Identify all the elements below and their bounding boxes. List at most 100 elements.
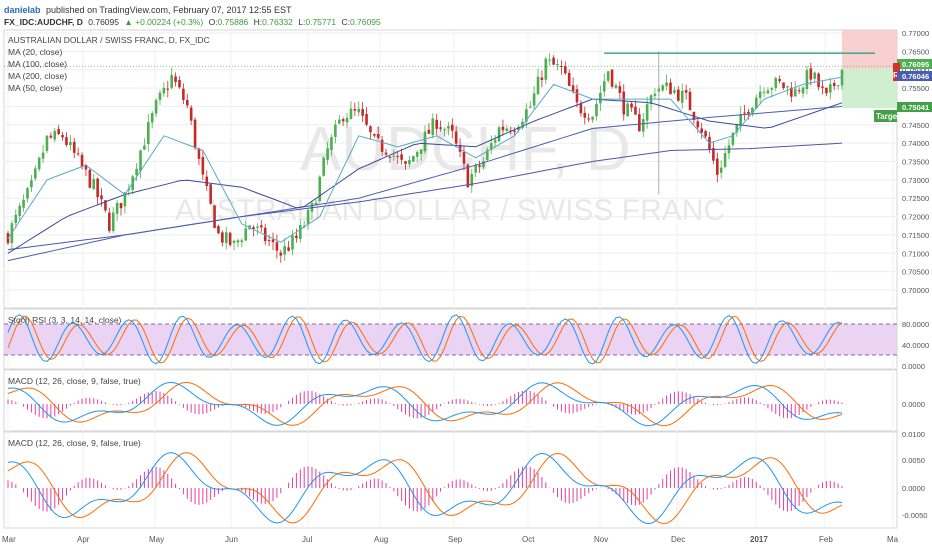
- candle-body: [400, 154, 403, 160]
- candle-body: [595, 103, 598, 117]
- stoch-tick-40: 40.0000: [902, 341, 929, 350]
- candle-body: [88, 169, 92, 188]
- candle-body: [283, 246, 287, 255]
- candle-body: [298, 225, 302, 240]
- candle-body: [287, 247, 290, 251]
- stoch-tick-0: 0.0000: [902, 362, 925, 371]
- main-legend: AUSTRALIAN DOLLAR / SWISS FRANC, D, FX_I…: [8, 35, 210, 93]
- x-tick-label: Mar: [2, 535, 16, 544]
- candle-body: [606, 71, 610, 81]
- legend-ma100[interactable]: MA (100, close): [8, 59, 67, 69]
- candle-body: [836, 85, 840, 87]
- stoch-k-line: [7, 314, 843, 365]
- stoch-label[interactable]: Stoch RSI (3, 3, 14, 14, close): [8, 315, 122, 325]
- candle-body: [556, 63, 559, 65]
- macd1-label[interactable]: MACD (12, 26, close, 9, false, true): [8, 376, 141, 386]
- candle-body: [236, 240, 240, 243]
- candle-body: [256, 226, 259, 228]
- levels: [4, 52, 897, 67]
- candle-body: [489, 143, 493, 150]
- candle-body: [661, 85, 665, 91]
- candle-body: [302, 225, 306, 227]
- candle-body: [614, 85, 618, 88]
- candle-body: [813, 72, 817, 79]
- macd2-tick-neg0050: -0.0050: [902, 511, 927, 520]
- price-badge-2: 0.76046: [902, 72, 929, 81]
- candle-body: [470, 173, 474, 187]
- candle-body: [404, 161, 407, 164]
- candle-body: [197, 148, 201, 159]
- candle-body: [365, 113, 368, 125]
- candle-body: [115, 202, 119, 214]
- candle-body: [330, 137, 333, 151]
- candle-body: [369, 126, 372, 133]
- candle-body: [334, 124, 337, 137]
- candle-body: [801, 87, 805, 94]
- candle-body: [72, 141, 76, 153]
- candle-body: [201, 157, 205, 175]
- candle-body: [493, 139, 497, 143]
- candle-body: [357, 108, 361, 113]
- candle-body: [37, 157, 41, 170]
- x-tick-label: Feb: [819, 535, 833, 544]
- x-tick-label: Dec: [671, 535, 685, 544]
- candle-body: [158, 92, 162, 100]
- x-tick-label: Aug: [374, 535, 388, 544]
- candle-body: [669, 82, 672, 95]
- candle-body: [306, 209, 310, 225]
- macd2-label[interactable]: MACD (12, 26, close, 9, false, true): [8, 438, 141, 448]
- candle-body: [762, 91, 766, 93]
- candle-body: [770, 88, 774, 90]
- candle-body: [688, 91, 692, 111]
- y-tick-label: 0.71500: [902, 231, 929, 240]
- candle-body: [170, 74, 173, 88]
- candle-body: [412, 156, 415, 162]
- target-label: Targe: [876, 112, 898, 121]
- legend-ma200[interactable]: MA (200, close): [8, 71, 67, 81]
- candle-body: [774, 78, 778, 88]
- candle-body: [349, 108, 353, 120]
- candle-body: [271, 239, 275, 243]
- candle-body: [104, 200, 107, 211]
- ma100-line: [7, 105, 843, 262]
- watermark-symbol: AUDCHF, D: [300, 115, 631, 184]
- candle-body: [684, 90, 688, 93]
- candle-body: [388, 156, 392, 158]
- close-value: 0.76095: [350, 17, 381, 27]
- stoch-tick-80: 80.0000: [902, 320, 929, 329]
- candle-body: [322, 157, 325, 176]
- author: danielab: [4, 5, 41, 15]
- legend-ma50[interactable]: MA (50, close): [8, 83, 62, 93]
- candle-body: [825, 87, 828, 94]
- candle-body: [326, 148, 329, 160]
- candle-body: [817, 73, 820, 88]
- price-badges: 0.76095 R 0.76046 0.75041 Targe: [874, 59, 932, 122]
- published-text: published on TradingView.com, February 0…: [46, 5, 292, 15]
- y-tick-label: 0.73000: [902, 176, 929, 185]
- candle-body: [560, 66, 563, 68]
- candle-body: [244, 228, 248, 241]
- candle-body: [361, 109, 364, 116]
- legend-ma20[interactable]: MA (20, close): [8, 47, 62, 57]
- candle-body: [217, 226, 220, 234]
- candle-body: [751, 107, 754, 115]
- candle-body: [139, 150, 142, 171]
- watermark: AUDCHF, D AUSTRALIAN DOLLAR / SWISS FRAN…: [175, 115, 725, 227]
- candle-body: [260, 225, 263, 228]
- pane-title: AUSTRALIAN DOLLAR / SWISS FRANC, D, FX_I…: [8, 35, 210, 45]
- candle-body: [108, 212, 111, 231]
- candle-body: [552, 57, 555, 65]
- y-tick-label: 0.76000: [902, 66, 929, 75]
- candle-body: [419, 149, 423, 154]
- candle-body: [809, 68, 813, 80]
- candle-body: [548, 59, 552, 61]
- candle-body: [435, 119, 438, 129]
- main-pane[interactable]: [3, 29, 898, 309]
- candle-body: [345, 117, 349, 123]
- candle-body: [119, 202, 123, 209]
- axes: 0.770000.765000.760000.755000.750000.745…: [2, 29, 929, 544]
- candle-body: [478, 165, 481, 167]
- stoch-ticks: 80.0000 40.0000 0.0000: [902, 320, 929, 371]
- candle-body: [76, 153, 80, 155]
- candle-body: [291, 235, 294, 250]
